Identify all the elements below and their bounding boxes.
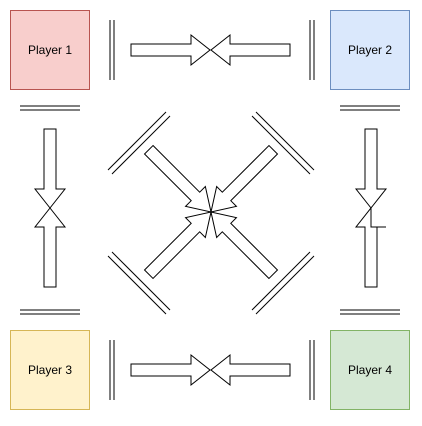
wall-right-bottom	[340, 309, 400, 315]
wall-top-left	[109, 20, 115, 80]
arrow-center-from-top-right	[210, 144, 279, 213]
arrow-right-downward	[354, 128, 388, 209]
player-3-box[interactable]: Player 3	[10, 330, 90, 410]
wall-bottom-right	[309, 340, 315, 400]
arrow-left-downward	[33, 128, 67, 209]
arrow-center-from-bottom-left	[143, 211, 212, 280]
arrow-left-upward	[33, 207, 67, 288]
wall-diagonal-top-left	[107, 111, 171, 175]
arrow-top-leftward	[210, 33, 291, 67]
arrow-center-from-top-left	[143, 144, 212, 213]
wall-bottom-left	[109, 340, 115, 400]
player-1-box[interactable]: Player 1	[10, 10, 90, 90]
wall-diagonal-bottom-right	[251, 251, 315, 315]
wall-diagonal-top-right	[251, 111, 315, 175]
wall-top-right	[309, 20, 315, 80]
player-1-label: Player 1	[27, 43, 73, 57]
wall-right-top	[340, 105, 400, 111]
player-3-label: Player 3	[27, 363, 73, 377]
player-2-box[interactable]: Player 2	[330, 10, 410, 90]
player-4-label: Player 4	[347, 363, 393, 377]
player-4-box[interactable]: Player 4	[330, 330, 410, 410]
player-2-label: Player 2	[347, 43, 393, 57]
arrow-bottom-rightward	[130, 353, 211, 387]
arrow-center-from-bottom-right	[210, 211, 279, 280]
wall-left-bottom	[20, 309, 80, 315]
arrow-top-rightward	[130, 33, 211, 67]
arrow-bottom-leftward	[210, 353, 291, 387]
arrow-right-upward	[354, 206, 386, 288]
wall-left-top	[20, 105, 80, 111]
wall-diagonal-bottom-left	[107, 251, 171, 315]
